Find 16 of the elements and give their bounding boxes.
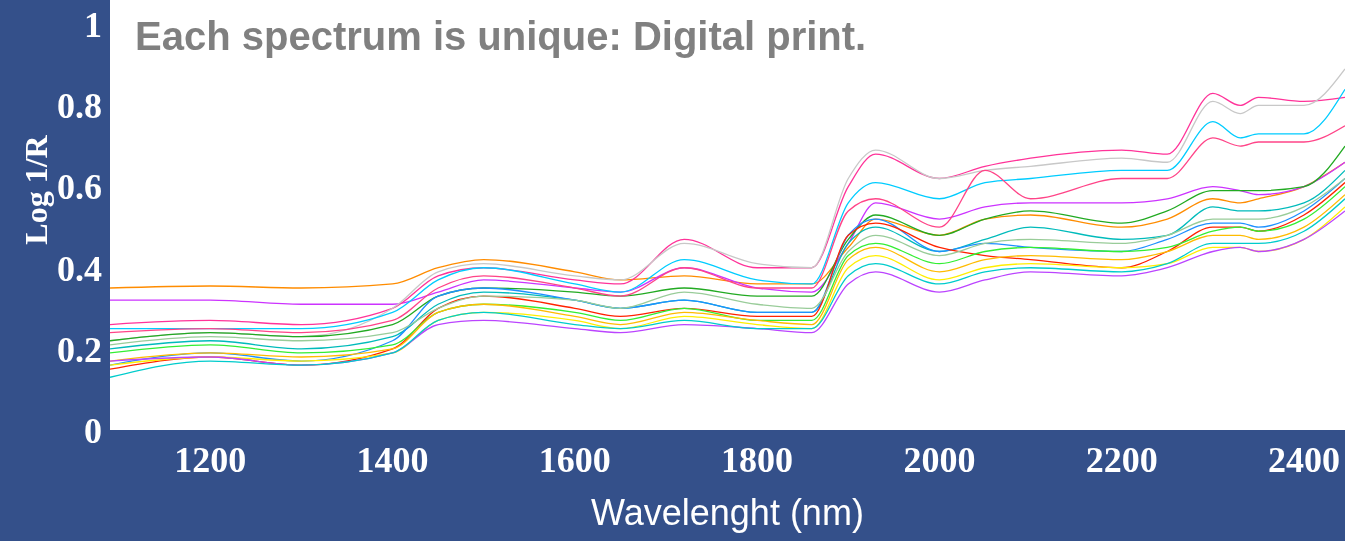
x-tick-label: 2400 — [1267, 439, 1340, 480]
y-tick-label: 0.2 — [57, 329, 102, 370]
y-tick-label: 0 — [84, 410, 102, 451]
chart-title: Each spectrum is unique: Digital print. — [135, 14, 867, 59]
x-tick-label: 1400 — [356, 439, 429, 480]
x-tick-label: 1800 — [721, 439, 794, 480]
y-tick-label: 0.6 — [57, 167, 102, 208]
y-axis-title: Log 1/R — [17, 135, 55, 245]
x-tick-label: 1600 — [538, 439, 611, 480]
x-tick-label: 2000 — [903, 439, 976, 480]
x-tick-label: 1200 — [174, 439, 247, 480]
x-axis-title: Wavelenght (nm) — [590, 492, 865, 534]
x-tick-label: 2200 — [1085, 439, 1158, 480]
y-tick-label: 0.4 — [57, 248, 102, 289]
y-tick-label: 0.8 — [57, 86, 102, 127]
y-tick-label: 1 — [84, 5, 102, 46]
